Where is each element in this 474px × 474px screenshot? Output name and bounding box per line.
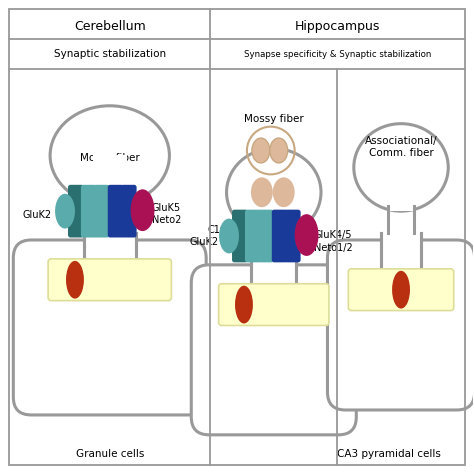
- Polygon shape: [93, 155, 127, 205]
- Ellipse shape: [273, 177, 295, 207]
- FancyBboxPatch shape: [13, 240, 206, 415]
- Ellipse shape: [252, 138, 270, 163]
- Polygon shape: [85, 233, 135, 276]
- FancyBboxPatch shape: [81, 185, 97, 237]
- Ellipse shape: [354, 124, 448, 211]
- Ellipse shape: [295, 214, 319, 256]
- Text: GluK2: GluK2: [23, 210, 52, 220]
- Text: Neto2: Neto2: [152, 215, 181, 225]
- Polygon shape: [382, 233, 420, 276]
- Text: Associational/: Associational/: [365, 136, 438, 146]
- Ellipse shape: [227, 148, 321, 236]
- Ellipse shape: [55, 194, 75, 228]
- Text: Hippocampus: Hippocampus: [295, 20, 380, 33]
- Text: Granule cells: Granule cells: [75, 449, 144, 459]
- Text: CA3 pyramidal cells: CA3 pyramidal cells: [337, 449, 441, 459]
- Polygon shape: [387, 167, 415, 211]
- Text: Stabilizer: Stabilizer: [254, 300, 303, 310]
- Text: Synapse specificity & Synaptic stabilization: Synapse specificity & Synaptic stabiliza…: [244, 50, 431, 59]
- FancyBboxPatch shape: [68, 185, 84, 237]
- Ellipse shape: [346, 243, 457, 377]
- Ellipse shape: [219, 219, 239, 254]
- FancyBboxPatch shape: [121, 185, 137, 237]
- Text: GluK5: GluK5: [152, 203, 181, 213]
- Ellipse shape: [270, 138, 288, 163]
- Text: Synaptic stabilization: Synaptic stabilization: [54, 49, 166, 59]
- Ellipse shape: [251, 210, 273, 240]
- Text: Mossy fiber: Mossy fiber: [244, 114, 304, 124]
- FancyBboxPatch shape: [108, 185, 124, 237]
- FancyBboxPatch shape: [245, 210, 261, 262]
- Ellipse shape: [392, 271, 410, 309]
- FancyBboxPatch shape: [48, 259, 172, 301]
- Polygon shape: [259, 192, 288, 236]
- Ellipse shape: [251, 177, 273, 207]
- Ellipse shape: [66, 261, 84, 299]
- Ellipse shape: [235, 286, 253, 323]
- Polygon shape: [251, 258, 296, 296]
- FancyBboxPatch shape: [272, 210, 288, 262]
- Text: C1QLs: C1QLs: [208, 225, 239, 235]
- FancyBboxPatch shape: [232, 210, 248, 262]
- Text: Stabilizer: Stabilizer: [90, 275, 139, 285]
- Text: Stabilizer(?): Stabilizer(?): [384, 285, 442, 295]
- Polygon shape: [381, 233, 421, 271]
- Ellipse shape: [31, 243, 188, 382]
- Text: Neto1/2: Neto1/2: [313, 243, 352, 253]
- FancyBboxPatch shape: [328, 240, 474, 410]
- Ellipse shape: [50, 106, 169, 205]
- FancyBboxPatch shape: [219, 284, 329, 326]
- FancyBboxPatch shape: [348, 269, 454, 310]
- FancyBboxPatch shape: [258, 210, 274, 262]
- Polygon shape: [253, 258, 295, 301]
- Text: Mossy fiber: Mossy fiber: [80, 154, 140, 164]
- FancyBboxPatch shape: [94, 185, 110, 237]
- Ellipse shape: [131, 189, 155, 231]
- Text: GluK4/5: GluK4/5: [313, 230, 352, 240]
- Text: GluK2: GluK2: [190, 237, 219, 247]
- FancyBboxPatch shape: [191, 265, 356, 435]
- Polygon shape: [84, 233, 136, 271]
- Ellipse shape: [209, 268, 338, 402]
- Text: Cerebellum: Cerebellum: [74, 20, 146, 33]
- FancyBboxPatch shape: [285, 210, 301, 262]
- Text: Comm. fiber: Comm. fiber: [369, 148, 433, 158]
